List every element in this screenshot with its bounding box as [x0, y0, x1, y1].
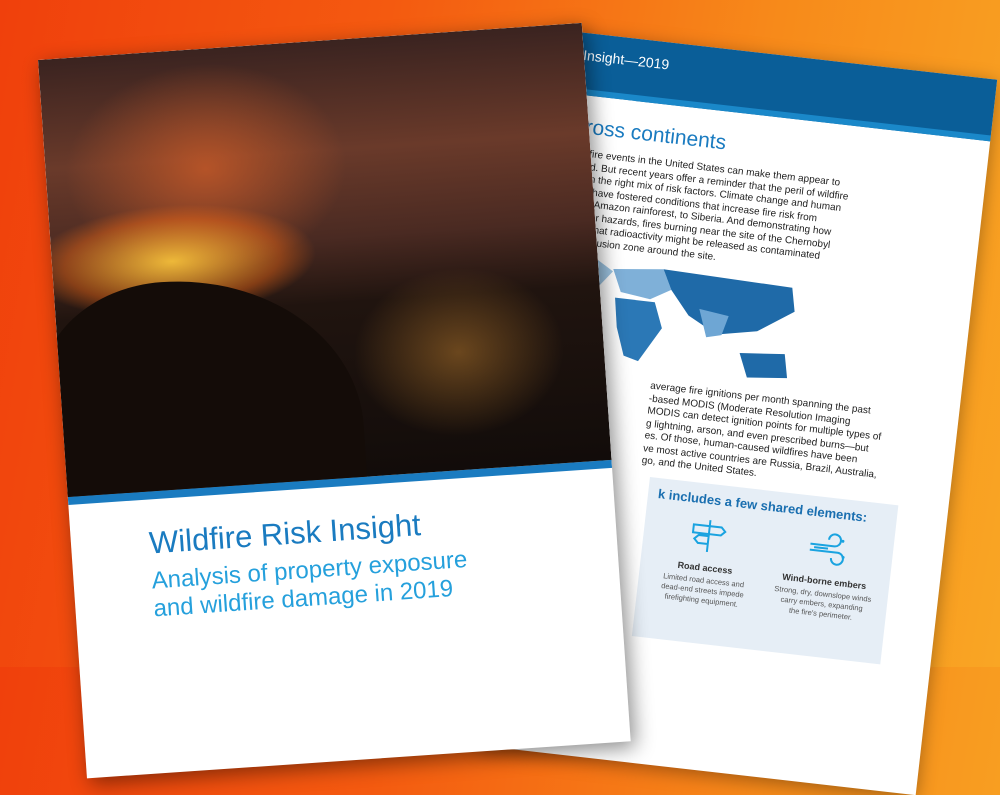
header-text: Insight—2019: [582, 46, 671, 73]
feature-road-access: Road access Limited road access and dead…: [646, 512, 765, 612]
paragraph-2: average fire ignitions per month spannin…: [641, 381, 885, 495]
feature-wind-borne-embers: Wind-borne embers Strong, dry, downslope…: [765, 526, 884, 626]
shared-elements-box: k includes a few shared elements: Road a…: [631, 477, 899, 665]
report-cover-page: Wildfire Risk Insight Analysis of proper…: [38, 22, 631, 779]
wildfire-night-photo: [38, 22, 612, 497]
signpost-icon: [691, 520, 727, 553]
wind-icon: [809, 533, 845, 566]
hillside: [38, 269, 371, 497]
